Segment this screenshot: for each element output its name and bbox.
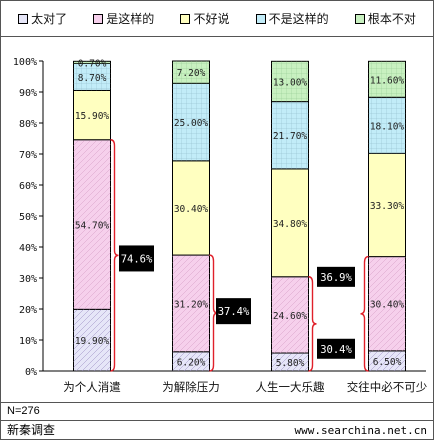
annotation-box: [216, 298, 251, 325]
annotation-label: 30.4%: [320, 344, 352, 356]
data-label: 6.50%: [373, 357, 402, 368]
data-label: 11.60%: [370, 75, 405, 86]
y-tick-label: 10%: [19, 336, 37, 347]
bar-pattern: [368, 350, 406, 371]
bar-segment: [271, 168, 309, 278]
category-label: 人生一大乐趣: [256, 380, 325, 394]
legend-swatch: [180, 13, 191, 24]
bar-pattern: [73, 61, 111, 64]
bar-pattern: [172, 83, 210, 161]
y-tick-label: 40%: [19, 243, 37, 254]
y-tick-label: 0%: [25, 367, 37, 378]
legend-swatch: [255, 13, 266, 24]
data-label: 31.20%: [174, 299, 209, 310]
category-label: 为解除压力: [162, 380, 220, 394]
bar-pattern: [271, 61, 309, 102]
bar-pattern: [271, 353, 309, 371]
bar-pattern: [271, 276, 309, 354]
data-label: 0.70%: [78, 58, 107, 69]
data-label: 8.70%: [78, 73, 107, 84]
data-label: 13.00%: [273, 77, 308, 88]
source-url: www.searchina.net.cn: [294, 424, 427, 437]
sample-size: N=276: [1, 402, 433, 419]
legend-item: 不是这样的: [255, 10, 329, 27]
legend-label: 不好说: [193, 12, 230, 26]
data-label: 15.90%: [75, 111, 110, 122]
data-label: 33.30%: [370, 201, 405, 212]
y-tick-label: 20%: [19, 305, 37, 316]
legend-item: 是这样的: [93, 10, 154, 27]
bar-segment: [172, 160, 210, 256]
annotation-box: [119, 245, 154, 272]
bar-segment: [73, 89, 111, 141]
brace: [110, 139, 119, 372]
y-tick-label: 60%: [19, 181, 37, 192]
y-tick-label: 100%: [13, 57, 37, 68]
legend-swatch: [18, 13, 29, 24]
bar-pattern: [172, 255, 210, 352]
annotation-label: 36.9%: [320, 272, 352, 284]
data-label: 54.70%: [75, 221, 110, 232]
annotation-box: [317, 338, 355, 359]
annotation-box: [317, 266, 355, 287]
legend-label: 不是这样的: [268, 12, 329, 26]
data-label: 19.90%: [75, 336, 110, 347]
brace: [308, 276, 317, 372]
bar-pattern: [73, 63, 111, 91]
data-label: 30.40%: [174, 204, 209, 215]
bar-pattern: [368, 256, 406, 351]
source-name: 新秦调查: [7, 423, 56, 437]
legend-swatch: [93, 13, 104, 24]
legend-label: 太对了: [31, 12, 68, 26]
stacked-bar-chart: 0% 10% 20% 30% 40% 50% 60% 70% 80% 90% 100% 19.90%…: [13, 57, 428, 394]
annotation-label: 74.6%: [121, 253, 153, 265]
y-tick-label: 50%: [19, 212, 37, 223]
bar-segment: [368, 152, 406, 258]
bar-pattern: [368, 97, 406, 154]
bar-pattern: [368, 61, 406, 98]
brace: [360, 255, 369, 372]
annotation-label: 37.4%: [218, 306, 250, 318]
data-label: 5.80%: [276, 358, 305, 369]
y-tick-label: 90%: [19, 88, 37, 99]
y-tick-label: 30%: [19, 274, 37, 285]
category-label: 交往中必不可少: [347, 380, 428, 394]
bar-pattern: [271, 101, 309, 169]
data-label: 21.70%: [273, 131, 308, 142]
data-label: 6.20%: [177, 357, 206, 368]
category-label: 为个人消遣: [63, 380, 121, 394]
legend-label: 是这样的: [106, 12, 155, 26]
y-tick-label: 80%: [19, 119, 37, 130]
legend: 太对了 是这样的 不好说 不是这样的 根本不对: [1, 1, 433, 37]
legend-item: 根本不对: [354, 10, 416, 27]
bar-pattern: [172, 351, 210, 371]
data-label: 18.10%: [370, 121, 405, 132]
data-label: 34.80%: [273, 219, 308, 230]
data-label: 7.20%: [177, 68, 206, 79]
bar-pattern: [172, 61, 210, 84]
y-tick-label: 70%: [19, 150, 37, 161]
source-footer: 新秦调查 www.searchina.net.cn: [1, 420, 433, 439]
legend-swatch: [354, 13, 365, 24]
data-label: 24.60%: [273, 311, 308, 322]
data-label: 25.00%: [174, 118, 209, 129]
data-label: 30.40%: [370, 300, 405, 311]
legend-label: 根本不对: [367, 12, 416, 26]
bar-pattern: [73, 139, 111, 310]
legend-item: 太对了: [18, 10, 67, 27]
bar-pattern: [73, 309, 111, 371]
legend-item: 不好说: [180, 10, 229, 27]
